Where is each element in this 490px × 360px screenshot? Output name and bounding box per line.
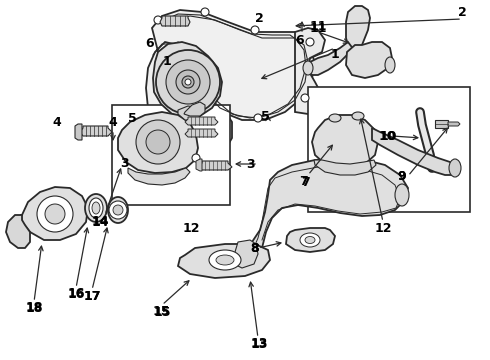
Polygon shape (178, 106, 202, 120)
Text: 15: 15 (153, 305, 171, 318)
Ellipse shape (89, 198, 103, 218)
Ellipse shape (216, 255, 234, 265)
Text: 2: 2 (458, 5, 466, 18)
Polygon shape (346, 42, 392, 78)
Ellipse shape (209, 250, 241, 270)
Ellipse shape (108, 197, 128, 223)
Polygon shape (312, 115, 378, 168)
Text: 7: 7 (299, 175, 308, 188)
Polygon shape (435, 120, 448, 128)
Text: 3: 3 (121, 157, 129, 170)
Text: 7: 7 (301, 175, 309, 189)
Circle shape (301, 94, 309, 102)
Circle shape (182, 76, 194, 88)
Text: 1: 1 (331, 49, 340, 62)
Polygon shape (153, 42, 222, 118)
Circle shape (166, 60, 210, 104)
Polygon shape (178, 244, 270, 278)
Polygon shape (196, 159, 202, 171)
Ellipse shape (85, 194, 107, 222)
Text: 5: 5 (128, 112, 137, 125)
Text: 9: 9 (397, 170, 406, 183)
Text: 17: 17 (83, 291, 101, 303)
Polygon shape (346, 6, 370, 55)
Circle shape (156, 50, 220, 114)
Ellipse shape (352, 112, 364, 120)
Polygon shape (80, 126, 112, 136)
Text: 5: 5 (261, 111, 270, 123)
Bar (112, 105, 230, 205)
Ellipse shape (395, 184, 409, 206)
Text: 15: 15 (153, 306, 171, 319)
Text: 12: 12 (374, 221, 392, 234)
Text: 14: 14 (91, 216, 109, 229)
Polygon shape (245, 158, 408, 272)
Bar (308, 87, 470, 212)
Circle shape (37, 196, 73, 232)
Polygon shape (118, 112, 198, 173)
Circle shape (113, 205, 123, 215)
Circle shape (306, 38, 314, 46)
Text: 14: 14 (92, 215, 109, 228)
Text: 1: 1 (162, 55, 171, 68)
Circle shape (254, 114, 262, 122)
Circle shape (251, 26, 259, 34)
Ellipse shape (305, 237, 315, 243)
Polygon shape (128, 168, 190, 185)
Ellipse shape (385, 57, 395, 73)
Polygon shape (184, 102, 205, 116)
Ellipse shape (303, 61, 313, 75)
Text: 17: 17 (83, 291, 101, 303)
Text: 11: 11 (310, 22, 327, 35)
Ellipse shape (92, 202, 100, 214)
Text: 4: 4 (109, 116, 118, 129)
Polygon shape (295, 28, 325, 114)
Text: 16: 16 (67, 288, 85, 301)
Polygon shape (372, 128, 455, 175)
Circle shape (185, 79, 191, 85)
Polygon shape (308, 42, 354, 75)
Circle shape (192, 154, 200, 162)
Text: 4: 4 (52, 116, 61, 129)
Polygon shape (185, 117, 218, 125)
Circle shape (45, 204, 65, 224)
Text: 2: 2 (255, 12, 264, 24)
Polygon shape (286, 228, 335, 252)
Circle shape (176, 70, 200, 94)
Text: 18: 18 (25, 301, 43, 314)
Polygon shape (198, 161, 232, 170)
Ellipse shape (449, 159, 461, 177)
Text: 8: 8 (250, 242, 259, 255)
Text: 18: 18 (25, 302, 43, 315)
Text: 3: 3 (245, 158, 254, 171)
Text: 10: 10 (379, 130, 397, 143)
Circle shape (201, 8, 209, 16)
Text: 10: 10 (378, 130, 396, 143)
Circle shape (109, 201, 127, 219)
Text: 13: 13 (250, 338, 268, 351)
Text: 6: 6 (295, 33, 304, 46)
Polygon shape (232, 240, 258, 268)
Polygon shape (75, 124, 82, 140)
Text: 11: 11 (309, 19, 327, 32)
Text: 8: 8 (251, 242, 259, 255)
Polygon shape (185, 129, 218, 137)
Polygon shape (6, 215, 30, 248)
Ellipse shape (300, 233, 320, 247)
Polygon shape (314, 160, 376, 175)
Ellipse shape (329, 114, 341, 122)
Text: 16: 16 (67, 287, 85, 300)
Text: 12: 12 (182, 222, 200, 235)
Polygon shape (146, 10, 314, 158)
Circle shape (154, 16, 162, 24)
Polygon shape (448, 122, 460, 126)
Polygon shape (160, 16, 190, 26)
Circle shape (136, 120, 180, 164)
Circle shape (146, 130, 170, 154)
Polygon shape (21, 187, 88, 240)
Text: 9: 9 (398, 170, 406, 183)
Text: 13: 13 (251, 337, 269, 350)
Text: 6: 6 (145, 37, 154, 50)
